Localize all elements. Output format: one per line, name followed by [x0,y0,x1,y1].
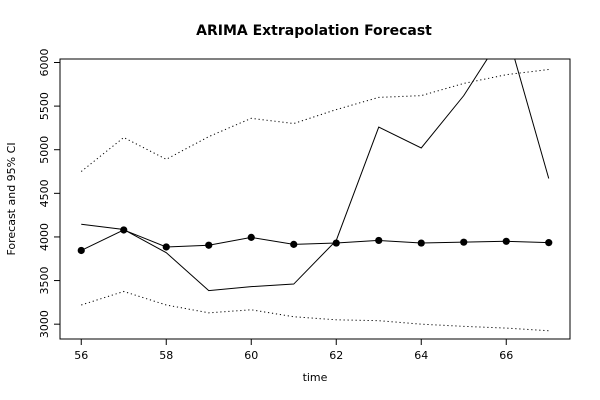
y-tick-label: 5500 [38,92,51,120]
forecast-point [290,240,298,248]
x-tick-label: 62 [329,349,343,362]
plot-area [77,59,553,332]
actual-line [81,59,550,292]
plot-frame [59,58,571,340]
forecast-point [417,239,425,247]
y-tick-label: 4000 [38,223,51,251]
y-tick-label: 6000 [38,48,51,76]
x-tick-label: 64 [414,349,428,362]
forecast-point [162,243,170,251]
forecast-point [460,238,468,246]
forecast-point [205,241,213,249]
y-tick-label: 3000 [38,310,51,338]
y-axis: 3000 3500 4000 4500 5000 5500 6000 [38,48,60,338]
forecast-line [81,229,549,251]
chart-title: ARIMA Extrapolation Forecast [196,23,432,39]
y-tick-label: 5000 [38,136,51,164]
forecast-point [332,239,340,247]
forecast-point [247,233,255,241]
forecast-point [375,236,383,245]
forecast-point [77,246,85,255]
x-axis: 56 58 60 62 64 66 [74,339,513,362]
forecast-point [502,237,510,245]
y-tick-label: 3500 [38,267,51,295]
x-tick-label: 58 [159,349,173,362]
x-axis-label: time [303,371,328,384]
y-tick-label: 4500 [38,179,51,207]
forecast-point [545,239,553,247]
x-tick-label: 56 [74,349,88,362]
y-axis-label: Forecast and 95% CI [5,142,18,255]
upper-95-line [80,68,549,172]
lower-95-line [81,290,549,332]
x-tick-label: 66 [499,349,513,362]
x-tick-label: 60 [244,349,258,362]
